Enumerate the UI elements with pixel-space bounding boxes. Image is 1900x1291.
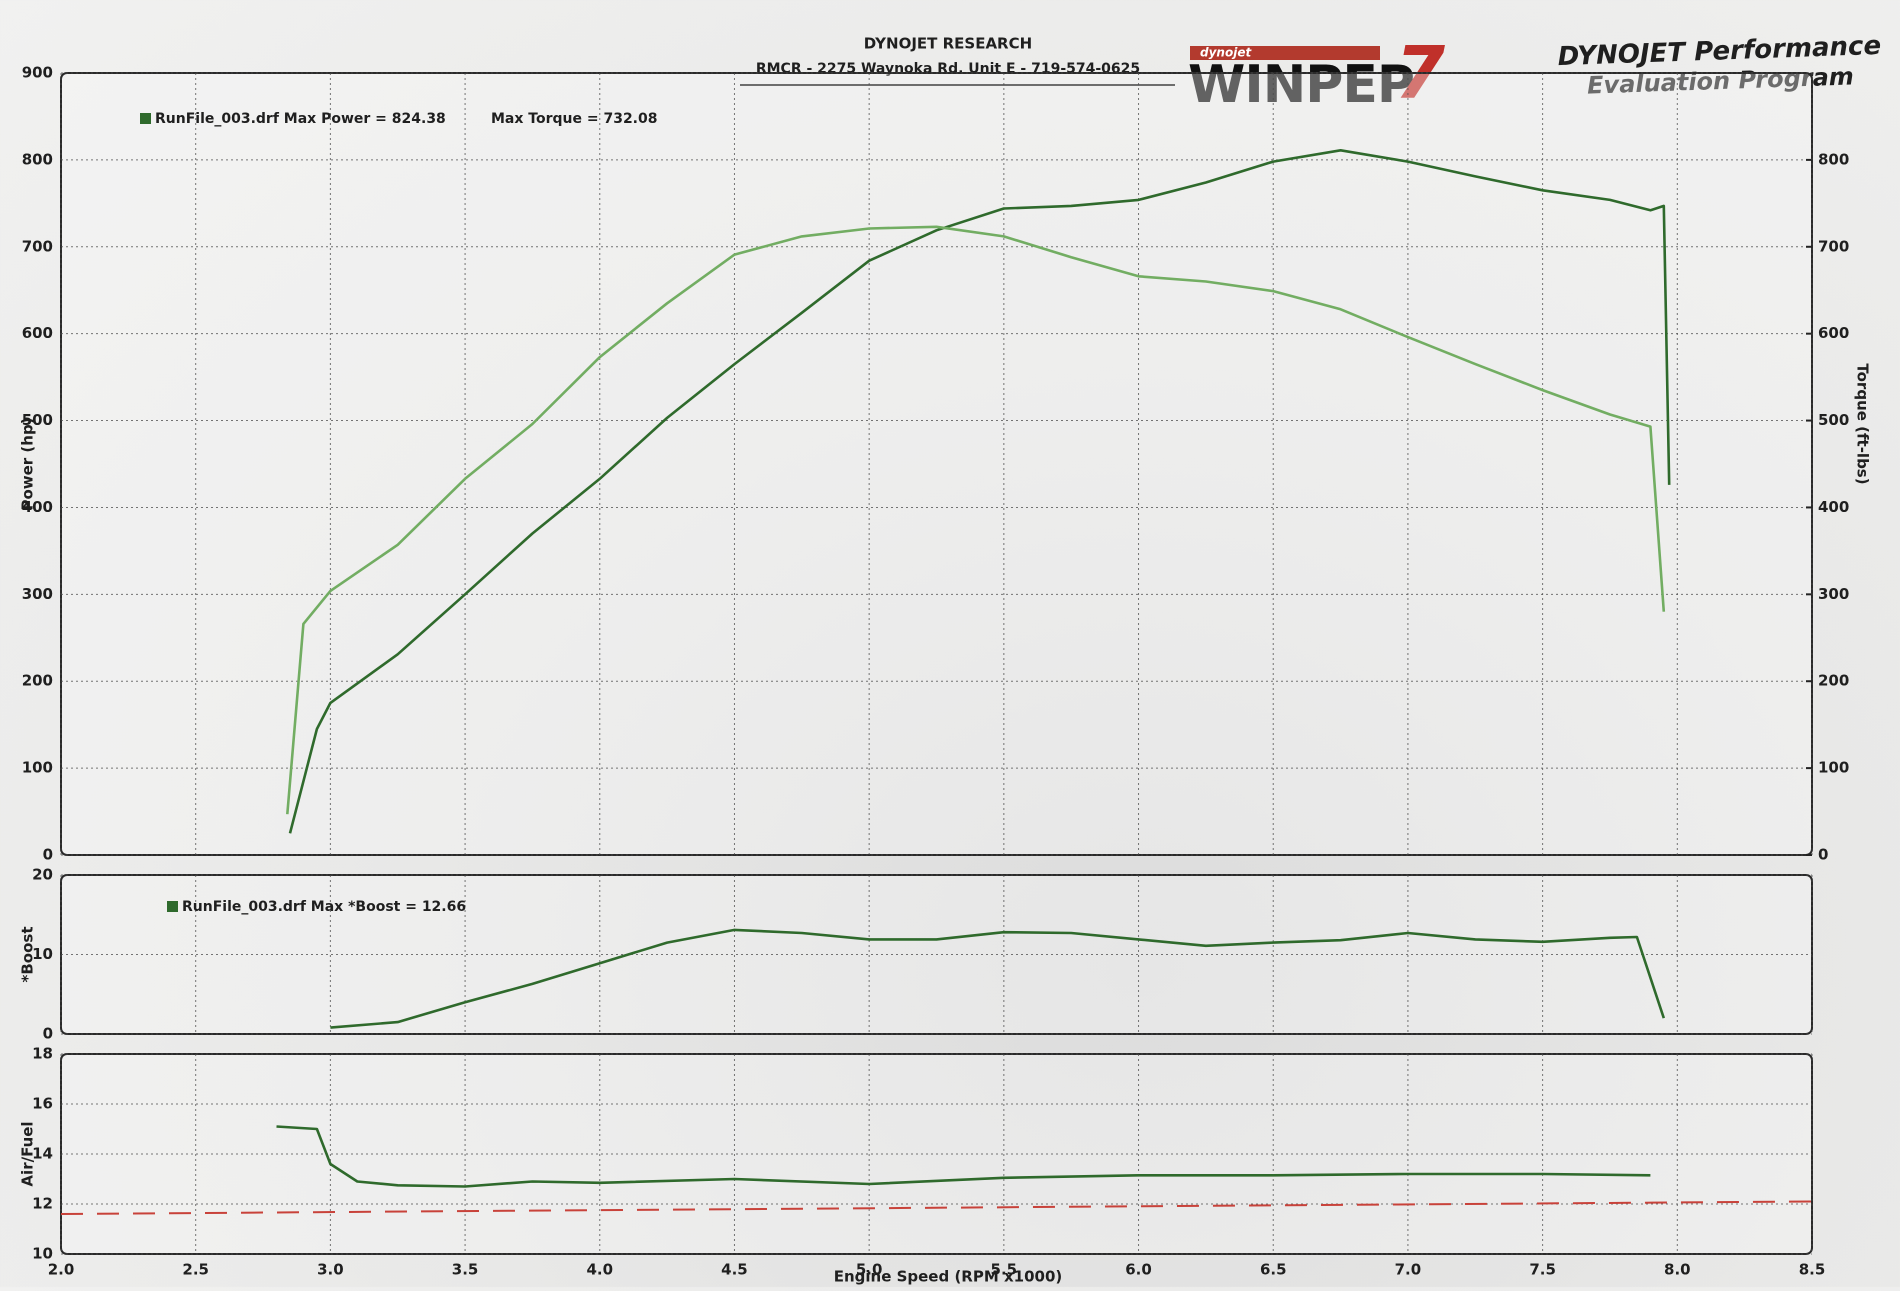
y-tick-label: 700 xyxy=(22,237,53,255)
legend-swatch xyxy=(167,901,178,912)
y-axis-label: Air/Fuel xyxy=(19,1121,37,1186)
y2-tick-label: 800 xyxy=(1818,150,1849,168)
y2-tick-label: 0 xyxy=(1818,846,1828,864)
y-tick-label: 300 xyxy=(22,585,53,603)
y2-tick-label: 200 xyxy=(1818,672,1849,690)
y-axis-label: *Boost xyxy=(19,927,37,983)
y-tick-label: 200 xyxy=(22,672,53,690)
series-line xyxy=(286,225,1666,815)
y-tick-label: 500 xyxy=(22,411,53,429)
x-axis-label: Engine Speed (RPM x1000) xyxy=(834,1268,1063,1286)
x-tick-label: 8.0 xyxy=(1664,1261,1691,1279)
series-line xyxy=(288,149,1671,834)
x-tick-label: 2.0 xyxy=(48,1261,75,1279)
y2-tick-label: 300 xyxy=(1818,585,1849,603)
legend-text: RunFile_003.drf Max *Boost = 12.66 xyxy=(182,899,466,915)
y-tick-label: 600 xyxy=(22,324,53,342)
legend-text: Max Torque = 732.08 xyxy=(491,111,657,127)
logo-top: dynojet xyxy=(1200,46,1252,60)
x-tick-label: 8.5 xyxy=(1799,1261,1826,1279)
company: DYNOJET RESEARCH xyxy=(864,35,1032,53)
x-tick-label: 6.5 xyxy=(1260,1261,1287,1279)
x-tick-label: 3.0 xyxy=(317,1261,344,1279)
y-tick-label: 12 xyxy=(32,1195,53,1213)
series-line xyxy=(60,1200,1813,1215)
logo: WINPEP xyxy=(1188,55,1414,115)
y2-axis-label: Torque (ft-lbs) xyxy=(1854,363,1872,484)
product-block: DYNOJET Performance Evaluation Program xyxy=(1557,31,1881,100)
y-tick-label: 800 xyxy=(22,150,53,168)
x-tick-label: 7.0 xyxy=(1395,1261,1422,1279)
y-tick-label: 18 xyxy=(32,1045,53,1063)
x-tick-label: 3.5 xyxy=(452,1261,479,1279)
y-axis-label: Power (hp) xyxy=(19,417,37,510)
series-line xyxy=(276,1125,1651,1188)
x-tick-label: 7.5 xyxy=(1529,1261,1556,1279)
logo-band xyxy=(1190,46,1380,60)
y2-tick-label: 400 xyxy=(1818,498,1849,516)
y2-tick-label: 700 xyxy=(1818,237,1849,255)
y-tick-label: 14 xyxy=(32,1145,53,1163)
y-tick-label: 16 xyxy=(32,1095,53,1113)
legend-swatch xyxy=(140,113,151,124)
y-tick-label: 400 xyxy=(22,498,53,516)
y-tick-label: 900 xyxy=(22,64,53,82)
x-tick-label: 6.0 xyxy=(1125,1261,1152,1279)
y2-tick-label: 100 xyxy=(1818,759,1849,777)
series-line xyxy=(330,928,1666,1029)
y-tick-label: 0 xyxy=(43,1025,53,1043)
x-tick-label: 4.5 xyxy=(721,1261,748,1279)
y2-tick-label: 600 xyxy=(1818,324,1849,342)
y-tick-label: 10 xyxy=(32,1245,53,1263)
y-tick-label: 0 xyxy=(43,846,53,864)
y2-tick-label: 500 xyxy=(1818,411,1849,429)
x-tick-label: 5.5 xyxy=(991,1261,1018,1279)
legend-text: RunFile_003.drf Max Power = 824.38 xyxy=(155,111,446,127)
y-tick-label: 10 xyxy=(32,945,53,963)
x-tick-label: 4.0 xyxy=(586,1261,613,1279)
x-tick-label: 2.5 xyxy=(182,1261,209,1279)
y-tick-label: 100 xyxy=(22,759,53,777)
x-tick-label: 5.0 xyxy=(856,1261,883,1279)
y-tick-label: 20 xyxy=(32,866,53,884)
